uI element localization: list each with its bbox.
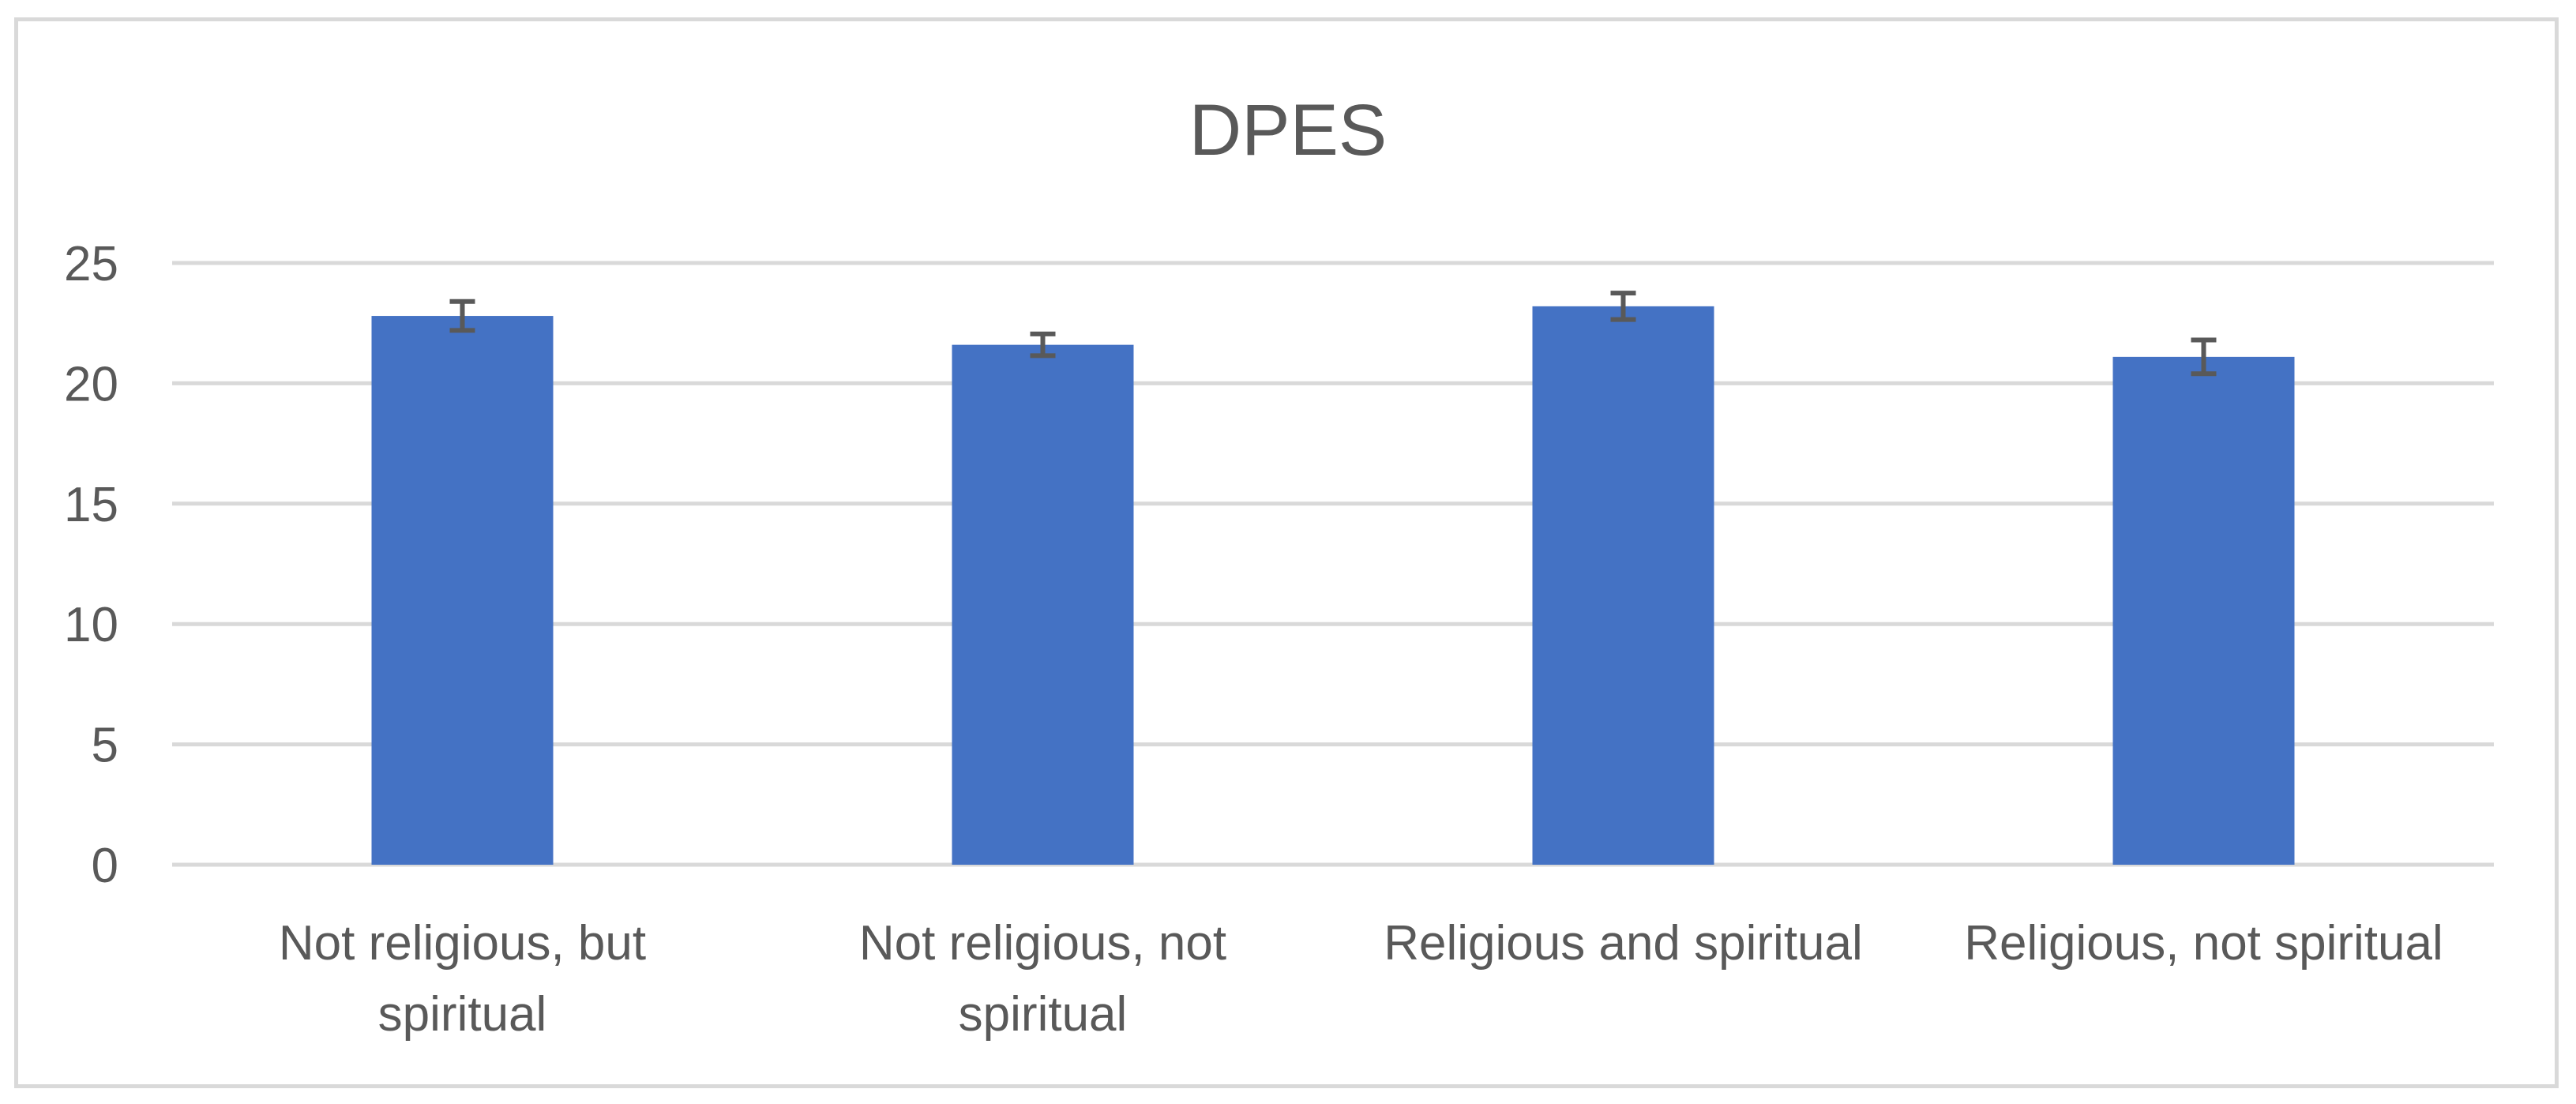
x-tick-label-line: Not religious, not — [859, 916, 1226, 971]
x-tick-label-line: spiritual — [378, 987, 547, 1042]
x-tick-label: Not religious, but spiritual — [279, 916, 646, 1042]
gridlines — [172, 261, 2494, 867]
bar — [2112, 356, 2295, 865]
y-tick-label: 20 — [64, 357, 118, 411]
y-tick-label: 25 — [64, 237, 118, 291]
bar — [952, 344, 1134, 866]
x-tick-label-line: spiritual — [959, 987, 1128, 1042]
bar — [1532, 306, 1714, 865]
x-tick-label-line: Religious, not spiritual — [1964, 916, 2443, 971]
x-tick-label: Religious, not spiritual — [1964, 916, 2443, 971]
x-tick-label-line: Religious and spiritual — [1384, 916, 1863, 971]
x-tick-label: Religious and spiritual — [1384, 916, 1863, 971]
error-bar — [2191, 337, 2217, 377]
y-tick-label: 5 — [92, 719, 118, 773]
x-tick-label-line: Not religious, but — [279, 916, 646, 971]
y-axis-ticks: 0 5 10 15 20 25 — [64, 237, 118, 893]
chart-title: DPES — [1189, 90, 1388, 171]
x-tick-label: Not religious, not spiritual — [859, 916, 1226, 1042]
error-bars — [449, 291, 2217, 377]
error-bar — [449, 299, 475, 333]
y-tick-label: 15 — [64, 478, 118, 532]
bar — [371, 316, 554, 865]
y-tick-label: 10 — [64, 598, 118, 652]
bars — [371, 306, 2295, 866]
error-bar — [1610, 291, 1636, 322]
error-bar — [1030, 331, 1056, 359]
y-tick-label: 0 — [92, 839, 118, 893]
